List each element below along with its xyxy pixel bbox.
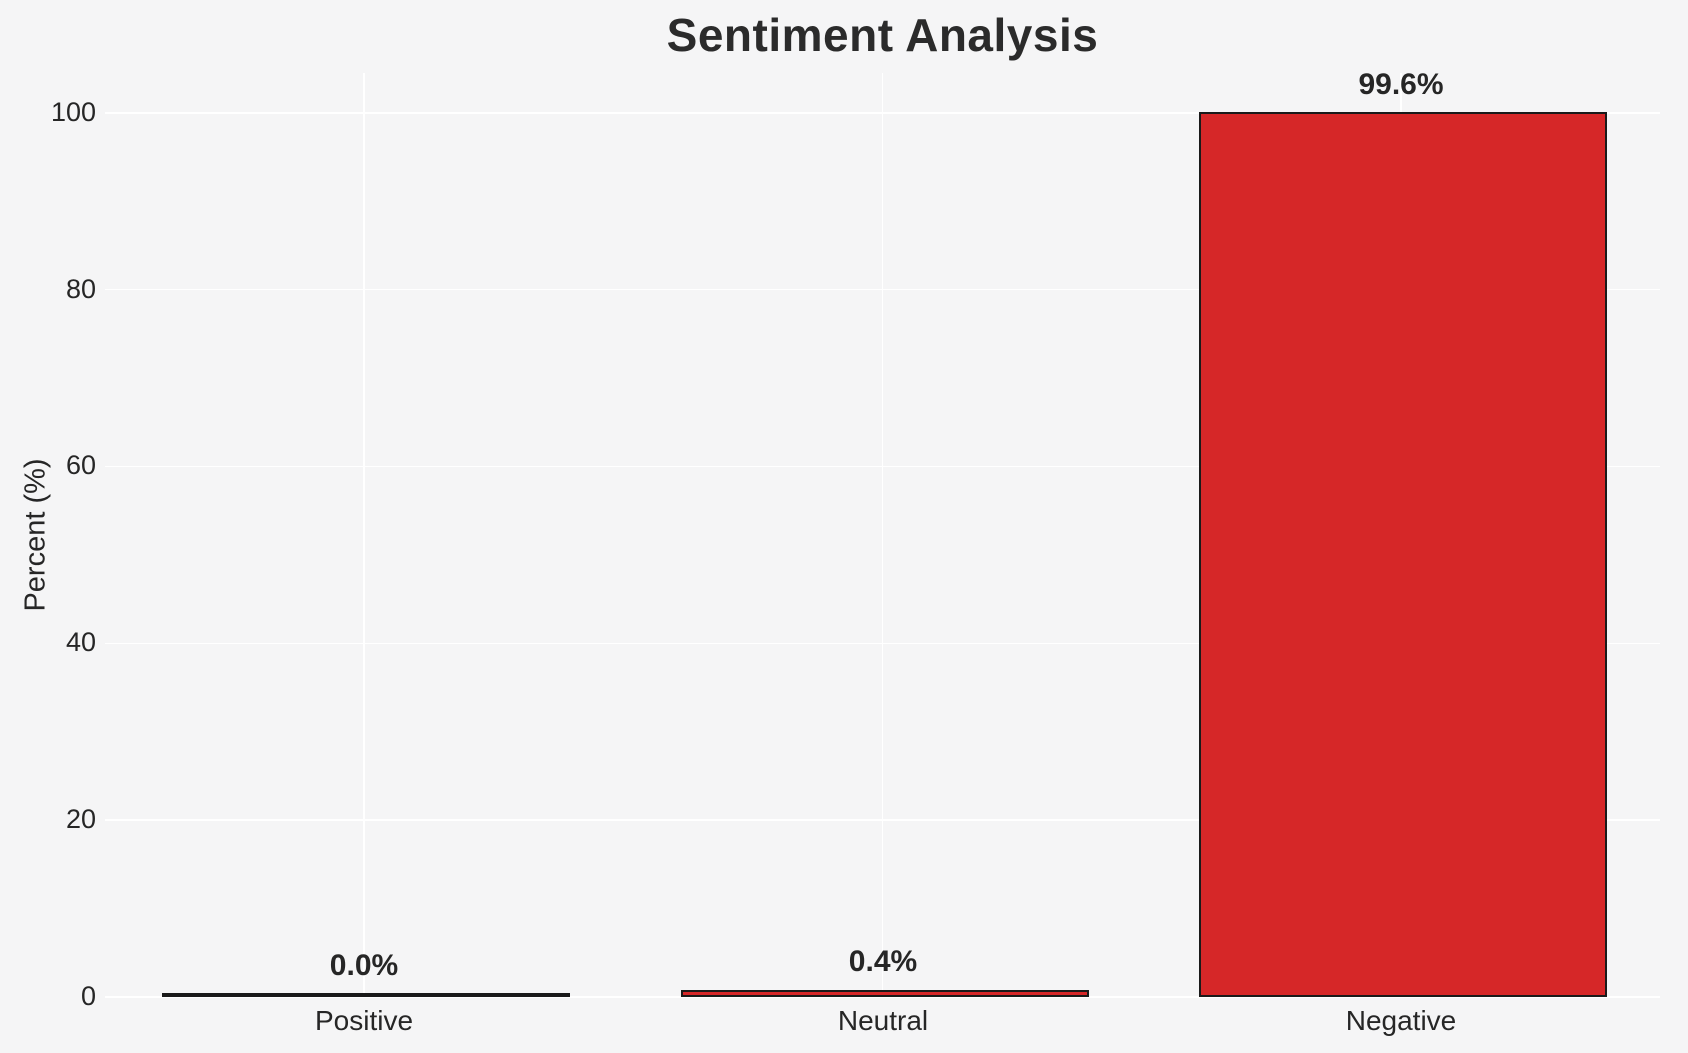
bar-neutral (681, 989, 1089, 997)
x-tick-label-positive: Positive (314, 1005, 414, 1036)
bar-positive (162, 993, 570, 997)
x-tick-label-negative: Negative (1345, 1005, 1457, 1036)
gridline-x-positive (363, 73, 365, 997)
x-tick-label-neutral: Neutral (837, 1005, 929, 1036)
y-tick-label-20: 20 (65, 804, 96, 835)
bar-value-label-positive: 0.0% (329, 949, 399, 982)
y-tick-label-0: 0 (80, 981, 96, 1011)
y-tick-label-100: 100 (50, 96, 96, 127)
y-tick-label-40: 40 (65, 627, 96, 658)
chart-title: Sentiment Analysis (666, 9, 1099, 61)
plot-area: 0.0% 0.4% 99.6% (105, 68, 1660, 998)
y-tick-label-60: 60 (65, 450, 96, 481)
y-tick-label-80: 80 (65, 273, 96, 304)
gridline-y-0 (105, 996, 1660, 998)
bar-value-label-neutral: 0.4% (848, 945, 918, 979)
gridline-x-neutral (881, 73, 884, 997)
bar-negative (1199, 112, 1607, 997)
bar-value-label-negative: 99.6% (1358, 68, 1444, 102)
